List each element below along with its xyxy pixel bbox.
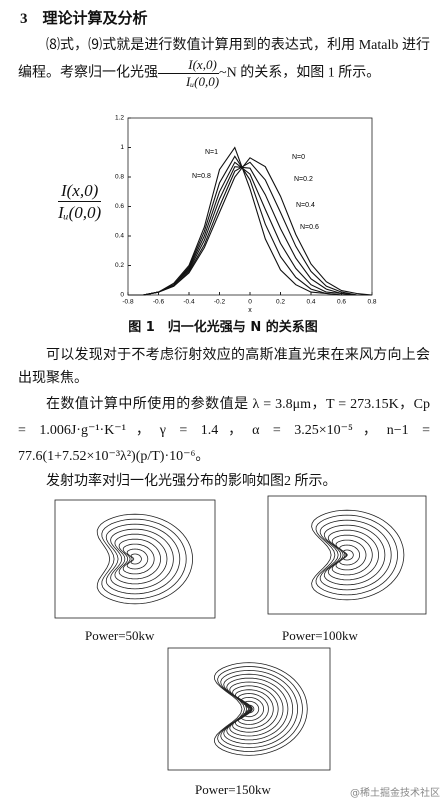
x-tick-label: -0.6 [153,299,165,306]
x-tick-label: 0 [248,299,252,306]
contour-plot [105,523,181,595]
contour-plot [101,518,187,600]
x-tick-label: -0.8 [122,299,134,306]
contour-plot [234,689,274,729]
line [128,161,372,296]
figure-caption: Power=100kw [282,628,358,643]
text: ⑻式，⑼式就是进行数值计算用到的表达式，利用 Matalb 进行编程。考察归一化… [18,38,430,81]
denominator: Iᵤ(0,0) [58,201,102,222]
x-tick-label: -0.2 [214,299,226,306]
contour-plot [213,662,308,756]
denominator: Iᵤ(0,0) [158,73,220,90]
line [128,146,372,296]
series-label: N=0.8 [192,173,211,180]
figure-caption: 图 1 归一化光强与 N 的关系图 [128,320,318,335]
contour-plot [126,548,149,570]
contour-plot [327,529,380,581]
y-tick-label: 0.8 [115,174,124,181]
fraction: I(x,0) Iᵤ(0,0) [158,57,220,90]
contour-plot [311,509,405,601]
series-label: N=0 [292,154,305,161]
paragraph: 可以发现对于不考虑衍射效应的高斯准直光束在来风方向上会出现聚焦。 [18,348,430,386]
contour-plot [130,553,142,565]
y-axis-label: I(x,0) Iᵤ(0,0) [58,180,102,223]
x-tick-label: 0.8 [367,299,376,306]
contour-plot [54,499,216,619]
contour-plot [226,677,289,741]
series-label: N=1 [205,149,218,156]
contour-plot [114,533,168,585]
x-axis-label: x [248,307,252,314]
contour-plot [229,681,284,737]
x-tick-label: 0.6 [337,299,346,306]
contour-plot [331,534,373,576]
x-tick-label: -0.4 [183,299,195,306]
text: ~N 的关系，如图 1 所示。 [219,65,381,81]
paragraph: ⑻式，⑼式就是进行数值计算用到的表达式，利用 Matalb 进行编程。考察归一化… [18,34,430,90]
contour-plot [96,513,194,605]
series-label: N=0.4 [296,202,315,209]
y-tick-label: 0 [120,292,124,299]
contour-plot [167,647,331,771]
contour-plot [315,514,399,596]
line [128,161,372,296]
contour-plot [220,669,299,749]
x-tick-label: 0.2 [276,299,285,306]
line [128,166,372,296]
contour-plot [122,543,155,575]
series-label: N=0.2 [294,176,313,183]
contour-plot [118,538,162,580]
contour-plot [335,539,367,571]
y-tick-label: 1.2 [115,115,124,122]
plot-frame [127,117,373,296]
contour-plot [267,495,427,615]
series-label: N=0.6 [300,224,319,231]
paragraph: 在数值计算中所使用的参数值是 λ = 3.8μm，T = 273.15K，Cp … [18,397,430,464]
contour-plot [232,685,279,733]
paragraph: 发射功率对归一化光强分布的影响如图2 所示。 [46,474,337,489]
x-tick-label: 0.4 [306,299,315,306]
figure-caption: Power=150kw [195,782,271,797]
contour-plot [110,528,174,590]
numerator: I(x,0) [60,181,99,200]
contour-plot [223,673,294,745]
contour-plot [323,524,386,586]
watermark: @稀土掘金技术社区 [350,788,440,799]
numerator: I(x,0) [188,57,217,72]
figure-caption: Power=50kw [85,628,155,643]
contour-plot [217,666,303,752]
y-tick-label: 0.2 [115,262,124,269]
y-tick-label: 1 [120,144,124,151]
line [128,157,373,296]
y-tick-label: 0.4 [115,233,124,240]
contour-plot [339,544,360,566]
y-tick-label: 0.6 [115,203,124,210]
section-heading: 3 理论计算及分析 [20,11,148,27]
contour-plot [319,519,392,591]
line [128,155,372,296]
